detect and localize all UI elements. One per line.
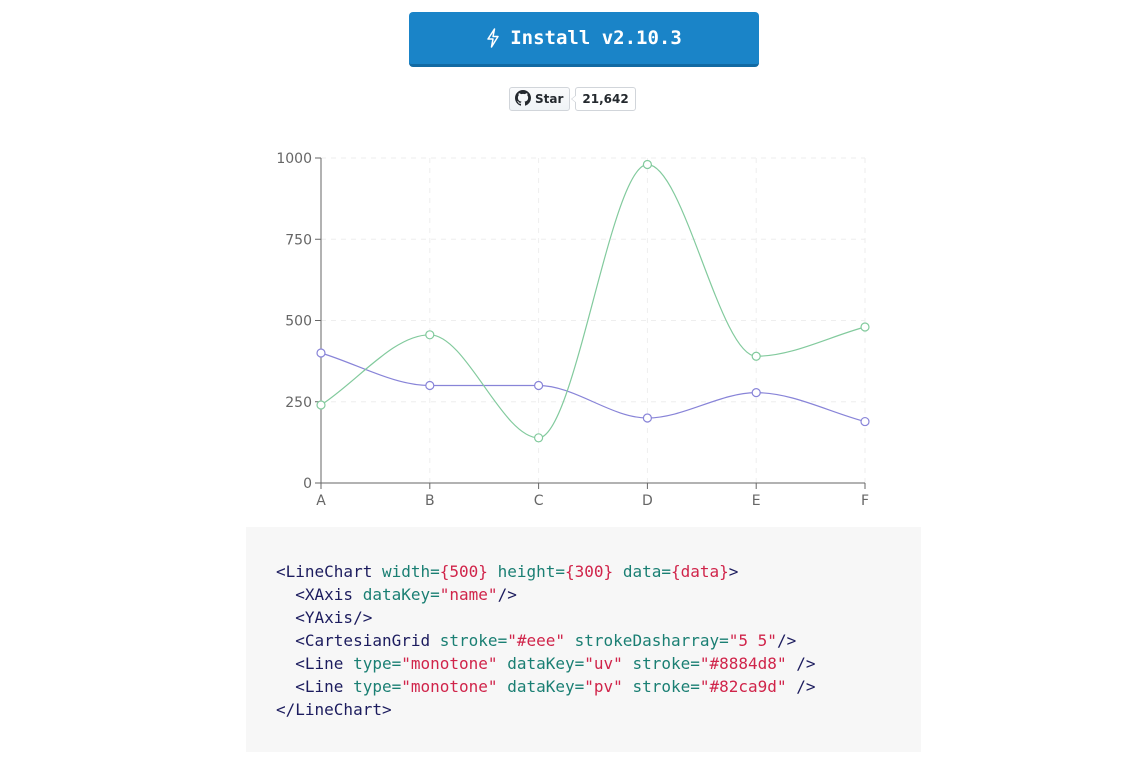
x-tick-label: C — [534, 493, 544, 509]
code-token: /> — [786, 654, 816, 673]
code-token: stroke= — [439, 631, 508, 650]
code-token: "monotone" — [401, 654, 498, 673]
code-token: <YAxis/> — [276, 608, 373, 627]
data-point-uv — [751, 388, 761, 398]
code-block: <LineChart width={500} height={300} data… — [276, 560, 921, 721]
github-star-button[interactable]: Star — [509, 87, 571, 111]
series-line-uv — [320, 352, 866, 423]
y-tick-label: 500 — [285, 314, 312, 330]
code-token — [623, 677, 633, 696]
data-point-pv — [316, 400, 326, 410]
code-token: /> — [497, 585, 517, 604]
code-token: height= — [497, 562, 566, 581]
install-button-label: Install v2.10.3 — [510, 27, 682, 49]
code-token — [498, 654, 508, 673]
code-token: width= — [381, 562, 440, 581]
code-token: <XAxis — [276, 585, 363, 604]
code-token: /> — [786, 677, 816, 696]
code-token: <Line — [276, 654, 354, 673]
code-line: <CartesianGrid stroke="#eee" strokeDasha… — [276, 629, 921, 652]
y-tick-label: 0 — [303, 476, 312, 492]
data-point-pv — [425, 330, 435, 340]
code-token: "#eee" — [507, 631, 565, 650]
data-point-pv — [751, 351, 761, 361]
code-token: "5 5" — [728, 631, 777, 650]
code-line: <XAxis dataKey="name"/> — [276, 583, 921, 606]
code-token: "uv" — [584, 654, 623, 673]
data-point-uv — [860, 416, 870, 427]
code-token — [623, 654, 633, 673]
code-token: "#8884d8" — [699, 654, 787, 673]
github-star-label: Star — [535, 92, 564, 106]
code-token: /> — [776, 631, 797, 650]
code-token: > — [728, 562, 739, 581]
line-chart: 0 250 500 750 1000 A B C D E F — [276, 151, 870, 509]
github-star-count-value: 21,642 — [582, 92, 629, 106]
data-point-uv — [642, 413, 652, 423]
github-octocat-icon — [515, 89, 535, 109]
code-token: {300} — [565, 562, 614, 581]
code-token: <Line — [276, 677, 354, 696]
code-token — [613, 562, 623, 581]
code-token — [565, 631, 575, 650]
code-token: </LineChart> — [276, 700, 392, 719]
code-token: {data} — [671, 562, 729, 581]
data-point-pv — [534, 433, 544, 443]
code-token: dataKey= — [362, 585, 440, 604]
code-token: type= — [353, 654, 402, 673]
code-token: "#82ca9d" — [699, 677, 787, 696]
code-line: <Line type="monotone" dataKey="uv" strok… — [276, 652, 921, 675]
y-tick-label: 250 — [285, 395, 312, 411]
code-line: </LineChart> — [276, 698, 921, 721]
data-point-uv — [534, 380, 544, 391]
code-token: "monotone" — [401, 677, 498, 696]
x-tick-label: B — [425, 493, 435, 509]
series-line-pv — [320, 163, 866, 439]
code-token: type= — [353, 677, 402, 696]
y-tick-label: 1000 — [276, 151, 312, 167]
lightning-bolt-icon — [486, 28, 500, 48]
code-line: <LineChart width={500} height={300} data… — [276, 560, 921, 583]
x-tick-label: D — [642, 493, 653, 509]
x-tick-label: F — [861, 493, 869, 509]
data-point-uv — [425, 380, 435, 391]
code-token: stroke= — [632, 654, 700, 673]
code-token: <CartesianGrid — [276, 631, 440, 650]
code-token: data= — [622, 562, 671, 581]
github-star-count[interactable]: 21,642 — [571, 87, 636, 111]
code-token: strokeDasharray= — [574, 631, 729, 650]
x-tick-label: A — [316, 493, 326, 509]
code-token: <LineChart — [276, 562, 382, 581]
code-token: stroke= — [632, 677, 700, 696]
code-token: dataKey= — [507, 677, 585, 696]
github-star-widget: Star 21,642 — [509, 87, 636, 111]
code-example-panel: <LineChart width={500} height={300} data… — [246, 527, 921, 752]
code-token — [498, 677, 508, 696]
code-token: "name" — [439, 585, 498, 604]
code-token: "pv" — [584, 677, 623, 696]
install-button[interactable]: Install v2.10.3 — [409, 12, 759, 67]
code-token: dataKey= — [507, 654, 585, 673]
data-point-pv — [860, 322, 870, 332]
code-line: <YAxis/> — [276, 606, 921, 629]
code-token: {500} — [439, 562, 488, 581]
y-tick-label: 750 — [285, 232, 312, 248]
x-tick-label: E — [752, 493, 761, 509]
code-line: <Line type="monotone" dataKey="pv" strok… — [276, 675, 921, 698]
data-point-uv — [316, 348, 326, 358]
data-point-pv — [642, 159, 652, 170]
code-token — [488, 562, 498, 581]
